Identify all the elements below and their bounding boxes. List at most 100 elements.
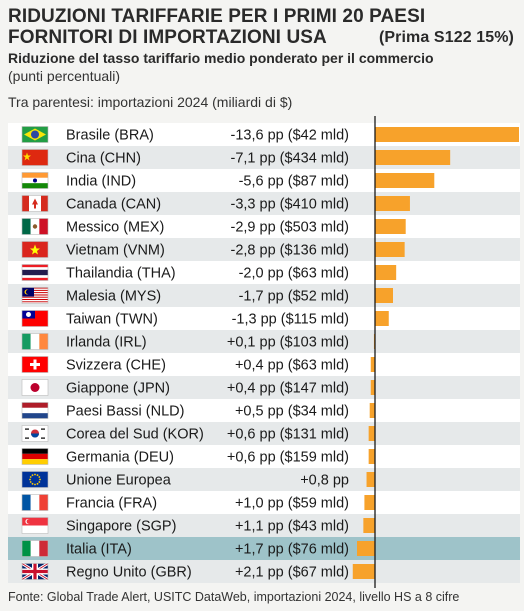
flag-singapore-icon bbox=[21, 517, 49, 534]
category-label: Vietnam (VNM) bbox=[66, 243, 165, 259]
category-label: Francia (FRA) bbox=[66, 496, 157, 512]
flag-vietnam-icon bbox=[21, 241, 49, 258]
row-background bbox=[8, 399, 520, 422]
value-label: -2,8 pp ($136 mld) bbox=[231, 243, 349, 259]
flag-italy-icon bbox=[21, 540, 49, 557]
flag-japan-icon bbox=[21, 379, 49, 396]
flag-netherlands-icon bbox=[21, 402, 49, 419]
row-background bbox=[8, 376, 520, 399]
bar bbox=[375, 219, 406, 234]
bar bbox=[370, 357, 375, 372]
flag-germany-icon bbox=[21, 448, 49, 465]
value-label: +0,6 pp ($131 mld) bbox=[227, 427, 349, 443]
category-label: Italia (ITA) bbox=[66, 542, 132, 558]
row-background bbox=[8, 468, 520, 491]
flag-china-icon bbox=[21, 149, 49, 166]
flag-india-icon bbox=[21, 172, 49, 189]
row-background bbox=[8, 491, 520, 514]
chart-subtitle: Riduzione del tasso tariffario medio pon… bbox=[8, 50, 434, 66]
category-label: Taiwan (TWN) bbox=[66, 312, 158, 328]
chart-title: RIDUZIONI TARIFFARIE PER I PRIMI 20 PAES… bbox=[8, 6, 520, 48]
category-label: Germania (DEU) bbox=[66, 450, 174, 466]
bar bbox=[368, 426, 375, 441]
category-label: Regno Unito (GBR) bbox=[66, 565, 192, 581]
value-label: +0,5 pp ($34 mld) bbox=[235, 404, 349, 420]
value-label: +0,1 pp ($103 mld) bbox=[227, 335, 349, 351]
flag-thailand-icon bbox=[21, 264, 49, 281]
row-background bbox=[8, 307, 520, 330]
value-label: +0,4 pp ($147 mld) bbox=[227, 381, 349, 397]
flag-switzerland-icon bbox=[21, 356, 49, 373]
bar bbox=[357, 541, 375, 556]
flag-malaysia-icon bbox=[21, 287, 49, 304]
flag-eu-icon bbox=[21, 471, 49, 488]
flag-brazil-icon bbox=[21, 126, 49, 143]
value-label: -2,9 pp ($503 mld) bbox=[231, 220, 349, 236]
chart-subtitle-unit: (punti percentuali) bbox=[8, 68, 121, 84]
source-note: Fonte: Global Trade Alert, USITC DataWeb… bbox=[8, 590, 460, 604]
value-label: +0,4 pp ($63 mld) bbox=[235, 358, 349, 374]
category-label: Malesia (MYS) bbox=[66, 289, 161, 305]
bar bbox=[352, 564, 375, 579]
flag-ireland-icon bbox=[21, 333, 49, 350]
row-background bbox=[8, 445, 520, 468]
category-label: Canada (CAN) bbox=[66, 197, 161, 213]
bar bbox=[375, 127, 519, 142]
value-label: +0,8 pp bbox=[300, 473, 349, 489]
category-label: Singapore (SGP) bbox=[66, 519, 176, 535]
bar bbox=[370, 380, 375, 395]
bar bbox=[375, 265, 397, 280]
flag-canada-icon bbox=[21, 195, 49, 212]
category-label: Svizzera (CHE) bbox=[66, 358, 166, 374]
category-label: India (IND) bbox=[66, 174, 136, 190]
category-label: Corea del Sud (KOR) bbox=[66, 427, 204, 443]
bar bbox=[363, 518, 375, 533]
flag-mexico-icon bbox=[21, 218, 49, 235]
chart-title-line1: RIDUZIONI TARIFFARIE PER I PRIMI 20 PAES… bbox=[8, 6, 426, 27]
bar bbox=[368, 449, 375, 464]
category-label: Giappone (JPN) bbox=[66, 381, 170, 397]
value-label: -1,7 pp ($52 mld) bbox=[239, 289, 349, 305]
bar bbox=[375, 288, 393, 303]
chart-title-line2: FORNITORI DI IMPORTAZIONI USA bbox=[8, 27, 327, 48]
value-label: +1,0 pp ($59 mld) bbox=[235, 496, 349, 512]
value-label: +2,1 pp ($67 mld) bbox=[235, 565, 349, 581]
value-label: -5,6 pp ($87 mld) bbox=[239, 174, 349, 190]
value-label: -1,3 pp ($115 mld) bbox=[232, 312, 349, 328]
row-background bbox=[8, 353, 520, 376]
bar bbox=[369, 403, 375, 418]
row-background bbox=[8, 330, 520, 353]
category-label: Cina (CHN) bbox=[66, 151, 141, 167]
category-label: Thailandia (THA) bbox=[66, 266, 176, 282]
category-label: Unione Europea bbox=[66, 473, 172, 489]
category-label: Irlanda (IRL) bbox=[66, 335, 147, 351]
flag-france-icon bbox=[21, 494, 49, 511]
chart-title-note: (Prima S122 15%) bbox=[378, 29, 514, 46]
flag-south-korea-icon bbox=[21, 425, 49, 442]
row-background bbox=[8, 422, 520, 445]
category-label: Paesi Bassi (NLD) bbox=[66, 404, 184, 420]
flag-taiwan-icon bbox=[21, 310, 49, 327]
value-label: +1,1 pp ($43 mld) bbox=[235, 519, 349, 535]
value-label: -7,1 pp ($434 mld) bbox=[231, 151, 349, 167]
value-label: -3,3 pp ($410 mld) bbox=[231, 197, 349, 213]
category-label: Messico (MEX) bbox=[66, 220, 164, 236]
bar bbox=[375, 242, 405, 257]
value-label: -13,6 pp ($42 mld) bbox=[231, 128, 349, 144]
bar bbox=[375, 173, 435, 188]
row-background bbox=[8, 537, 520, 560]
bar bbox=[366, 472, 375, 487]
bar bbox=[364, 495, 375, 510]
row-background bbox=[8, 514, 520, 537]
bar bbox=[375, 150, 451, 165]
value-label: -2,0 pp ($63 mld) bbox=[239, 266, 349, 282]
bar bbox=[375, 311, 389, 326]
value-label: +1,7 pp ($76 mld) bbox=[235, 542, 349, 558]
value-label: +0,6 pp ($159 mld) bbox=[227, 450, 349, 466]
parenthetical-note: Tra parentesi: importazioni 2024 (miliar… bbox=[8, 94, 293, 110]
bar bbox=[375, 196, 410, 211]
flag-uk-icon bbox=[21, 562, 49, 581]
category-label: Brasile (BRA) bbox=[66, 128, 154, 144]
row-background bbox=[8, 560, 520, 583]
